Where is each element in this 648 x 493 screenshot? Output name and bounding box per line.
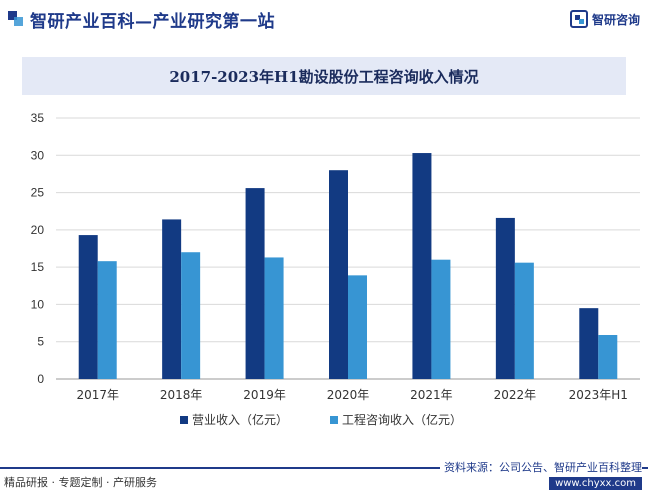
footer-services: 精品研报 · 专题定制 · 产研服务 <box>4 476 157 489</box>
bar <box>514 262 534 379</box>
x-tick-label: 2019年 <box>243 388 286 402</box>
squares-icon <box>8 11 23 26</box>
chart-title: 2017-2023年H1勘设股份工程咨询收入情况 <box>169 67 479 86</box>
chart: 0 5 10 15 20 25 30 35 2017年 2018年 2019年 2020年 2021年 2… <box>31 111 640 427</box>
bar <box>245 188 265 379</box>
y-tick-label: 30 <box>31 148 45 162</box>
legend-swatch <box>330 416 338 424</box>
x-tick-label: 2022年 <box>494 388 537 402</box>
bar <box>412 153 432 379</box>
y-tick-label: 25 <box>31 186 45 200</box>
brand[interactable]: 智研咨询 <box>569 10 648 28</box>
bar <box>78 235 98 379</box>
y-tick-label: 15 <box>31 260 45 274</box>
x-tick-label: 2023年H1 <box>569 388 628 402</box>
bar <box>431 259 451 379</box>
x-tick-label: 2018年 <box>160 388 203 402</box>
footer-source: 资料来源：公司公告、智研产业百科整理 <box>440 459 642 475</box>
bar <box>598 335 618 379</box>
legend-swatch <box>180 416 188 424</box>
chart-title-band: 2017-2023年H1勘设股份工程咨询收入情况 <box>22 57 626 95</box>
bar <box>495 217 515 379</box>
bar <box>97 261 117 379</box>
bar <box>162 219 182 379</box>
y-tick-label: 20 <box>31 223 45 237</box>
y-tick-label: 10 <box>31 297 45 311</box>
site-name: 智研产业百科—产业研究第一站 <box>30 11 275 32</box>
y-tick-label: 0 <box>37 372 44 386</box>
header: 智研产业百科—产业研究第一站 智研咨询 <box>0 0 648 38</box>
footer-line <box>0 467 648 469</box>
bar <box>348 275 367 379</box>
header-left: 智研产业百科—产业研究第一站 <box>0 7 275 32</box>
footer-url[interactable]: www.chyxx.com <box>549 477 642 490</box>
legend-label: 工程咨询收入（亿元） <box>342 412 462 427</box>
legend-label: 营业收入（亿元） <box>192 412 288 427</box>
bar <box>329 170 348 379</box>
bar <box>181 252 201 379</box>
y-tick-label: 5 <box>37 335 44 349</box>
y-tick-label: 35 <box>31 111 45 125</box>
x-tick-label: 2021年 <box>410 388 453 402</box>
bar <box>264 257 284 379</box>
x-tick-label: 2017年 <box>76 388 119 402</box>
brand-logo-icon <box>569 10 588 28</box>
brand-name: 智研咨询 <box>591 12 640 27</box>
bar <box>579 308 599 379</box>
x-tick-label: 2020年 <box>327 388 370 402</box>
